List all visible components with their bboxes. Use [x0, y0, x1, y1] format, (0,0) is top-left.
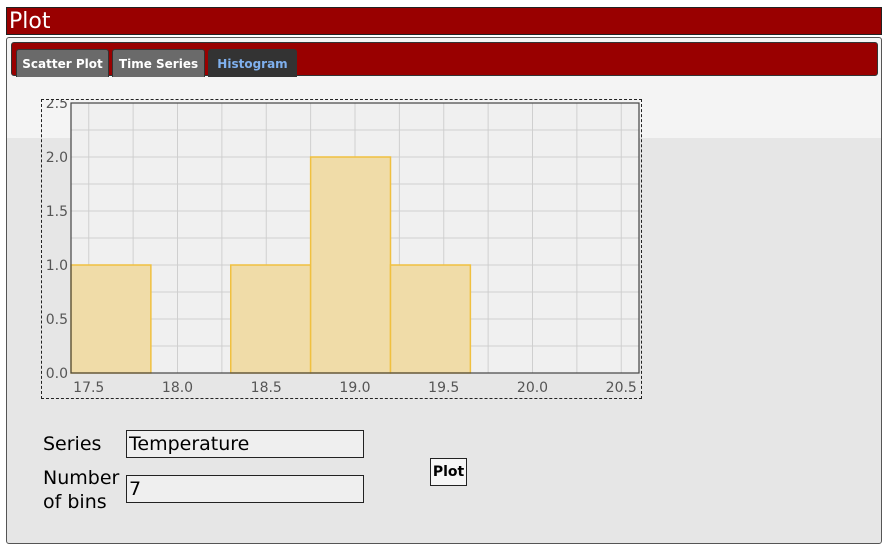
- series-label: Series: [43, 433, 102, 455]
- y-tick-label: 0.0: [46, 366, 68, 382]
- y-tick-label: 2.5: [46, 100, 68, 112]
- y-tick-label: 0.5: [46, 312, 68, 328]
- main-panel: Scatter Plot Time Series Histogram 0.0 0.…: [6, 37, 882, 544]
- x-tick-label: 18.5: [251, 380, 282, 396]
- bins-label-line1: Number: [43, 467, 120, 489]
- histogram-bar: [230, 264, 312, 374]
- bins-input[interactable]: [126, 475, 364, 503]
- x-tick-label: 19.5: [428, 380, 459, 396]
- x-tick-label: 19.0: [339, 380, 370, 396]
- y-tick-label: 2.0: [46, 150, 68, 166]
- bins-label: Number of bins: [43, 466, 119, 514]
- histogram-bar: [70, 264, 152, 374]
- y-tick-label: 1.0: [46, 258, 68, 274]
- histogram-bar: [389, 264, 472, 374]
- x-tick-label: 20.5: [606, 380, 637, 396]
- tab-time-series[interactable]: Time Series: [112, 49, 205, 77]
- window-title: Plot: [6, 7, 882, 35]
- x-tick-label: 18.0: [162, 380, 193, 396]
- tab-scatter-plot[interactable]: Scatter Plot: [16, 49, 109, 77]
- tab-histogram[interactable]: Histogram: [208, 49, 297, 77]
- histogram-svg: 0.0 0.5 1.0 1.5 2.0 2.5 17.5 18.0 18.5 19.0 19.5 20…: [46, 100, 640, 396]
- series-input[interactable]: [126, 430, 364, 458]
- histogram-bar: [309, 156, 392, 374]
- x-tick-label: 20.0: [517, 380, 548, 396]
- plot-button[interactable]: Plot: [430, 458, 467, 486]
- y-tick-label: 1.5: [46, 204, 68, 220]
- x-tick-label: 17.5: [73, 380, 104, 396]
- histogram-chart: 0.0 0.5 1.0 1.5 2.0 2.5 17.5 18.0 18.5 19.0 19.5 20…: [41, 99, 642, 399]
- plot-frame: [70, 102, 640, 374]
- tab-bar: Scatter Plot Time Series Histogram: [11, 42, 878, 77]
- bins-label-line2: of bins: [43, 491, 107, 513]
